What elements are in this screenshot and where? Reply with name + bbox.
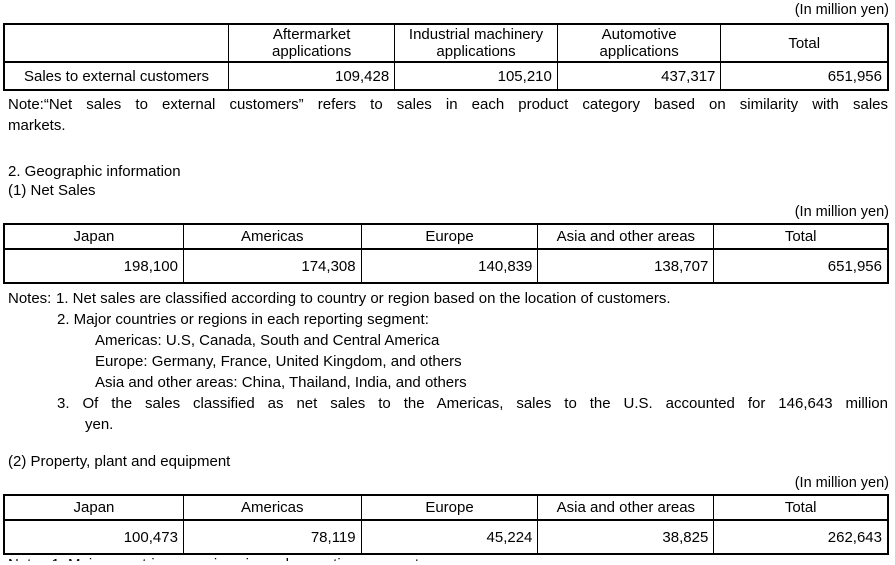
note-2-asia: Asia and other areas: China, Thailand, I… (95, 374, 467, 391)
net-sales-value-total: 651,956 (713, 248, 889, 284)
net-sales-header-total: Total (713, 223, 889, 250)
product-header-total: Total (720, 23, 889, 63)
clipped-bottom-note-text: Notes:1. Major countries or regions in e… (8, 556, 888, 561)
ppe-header-europe: Europe (360, 494, 539, 521)
ppe-value-asia: 38,825 (537, 519, 715, 555)
subsection-net-sales: (1) Net Sales (8, 182, 96, 199)
net-sales-table: Japan Americas Europe Asia and other are… (3, 223, 889, 284)
product-header-empty (3, 23, 230, 63)
ppe-value-japan: 100,473 (3, 519, 184, 555)
product-note-line1: Note:“Net sales to external customers” r… (8, 96, 888, 113)
product-segment-table: Aftermarket applications Industrial mach… (3, 23, 889, 91)
net-sales-header-americas: Americas (182, 223, 362, 250)
product-table-header-row: Aftermarket applications Industrial mach… (3, 23, 889, 63)
net-sales-data-row: 198,100 174,308 140,839 138,707 651,956 (3, 248, 889, 284)
product-header-automotive: Automotive applications (556, 23, 722, 63)
product-row-label: Sales to external customers (3, 61, 230, 91)
product-value-industrial: 105,210 (394, 61, 558, 91)
ppe-value-europe: 45,224 (360, 519, 539, 555)
note-2-europe: Europe: Germany, France, United Kingdom,… (95, 353, 462, 370)
net-sales-value-europe: 140,839 (360, 248, 539, 284)
product-table-data-row: Sales to external customers 109,428 105,… (3, 61, 889, 91)
net-sales-notes: Notes: 1. Net sales are classified accord… (0, 288, 895, 435)
unit-label-ppe: (In million yen) (794, 475, 889, 491)
net-sales-header-japan: Japan (3, 223, 184, 250)
product-header-industrial: Industrial machinery applications (394, 23, 558, 63)
net-sales-value-asia: 138,707 (537, 248, 715, 284)
product-value-aftermarket: 109,428 (228, 61, 396, 91)
ppe-header-total: Total (713, 494, 889, 521)
ppe-value-total: 262,643 (713, 519, 889, 555)
product-value-automotive: 437,317 (556, 61, 722, 91)
note-1-text: 1. Net sales are classified according to… (56, 290, 671, 307)
subsection-ppe: (2) Property, plant and equipment (8, 453, 231, 470)
note-2: 2. Major countries or regions in each re… (57, 311, 429, 328)
note-2-americas: Americas: U.S, Canada, South and Central… (95, 332, 440, 349)
net-sales-value-japan: 198,100 (3, 248, 184, 284)
section-title-geographic: 2. Geographic information (8, 163, 181, 180)
ppe-header-americas: Americas (182, 494, 362, 521)
product-note-line2: markets. (8, 117, 66, 134)
ppe-data-row: 100,473 78,119 45,224 38,825 262,643 (3, 519, 889, 555)
product-note: Note:“Net sales to external customers” r… (0, 94, 895, 136)
net-sales-value-americas: 174,308 (182, 248, 362, 284)
clipped-bottom-note: Notes:1. Major countries or regions in e… (0, 556, 895, 561)
ppe-table: Japan Americas Europe Asia and other are… (3, 494, 889, 555)
note-3-line1: 3. Of the sales classified as net sales … (57, 395, 888, 412)
product-header-aftermarket: Aftermarket applications (228, 23, 396, 63)
ppe-header-japan: Japan (3, 494, 184, 521)
notes-label: Notes: (8, 290, 52, 307)
ppe-header-asia: Asia and other areas (537, 494, 715, 521)
note-1: Notes: 1. Net sales are classified accord… (8, 288, 888, 309)
net-sales-header-row: Japan Americas Europe Asia and other are… (3, 223, 889, 250)
ppe-header-row: Japan Americas Europe Asia and other are… (3, 494, 889, 521)
ppe-value-americas: 78,119 (182, 519, 362, 555)
unit-label-product-table: (In million yen) (794, 2, 889, 18)
note-3-line2: yen. (85, 416, 114, 433)
net-sales-header-europe: Europe (360, 223, 539, 250)
unit-label-net-sales: (In million yen) (794, 204, 889, 220)
product-value-total: 651,956 (720, 61, 889, 91)
net-sales-header-asia: Asia and other areas (537, 223, 715, 250)
